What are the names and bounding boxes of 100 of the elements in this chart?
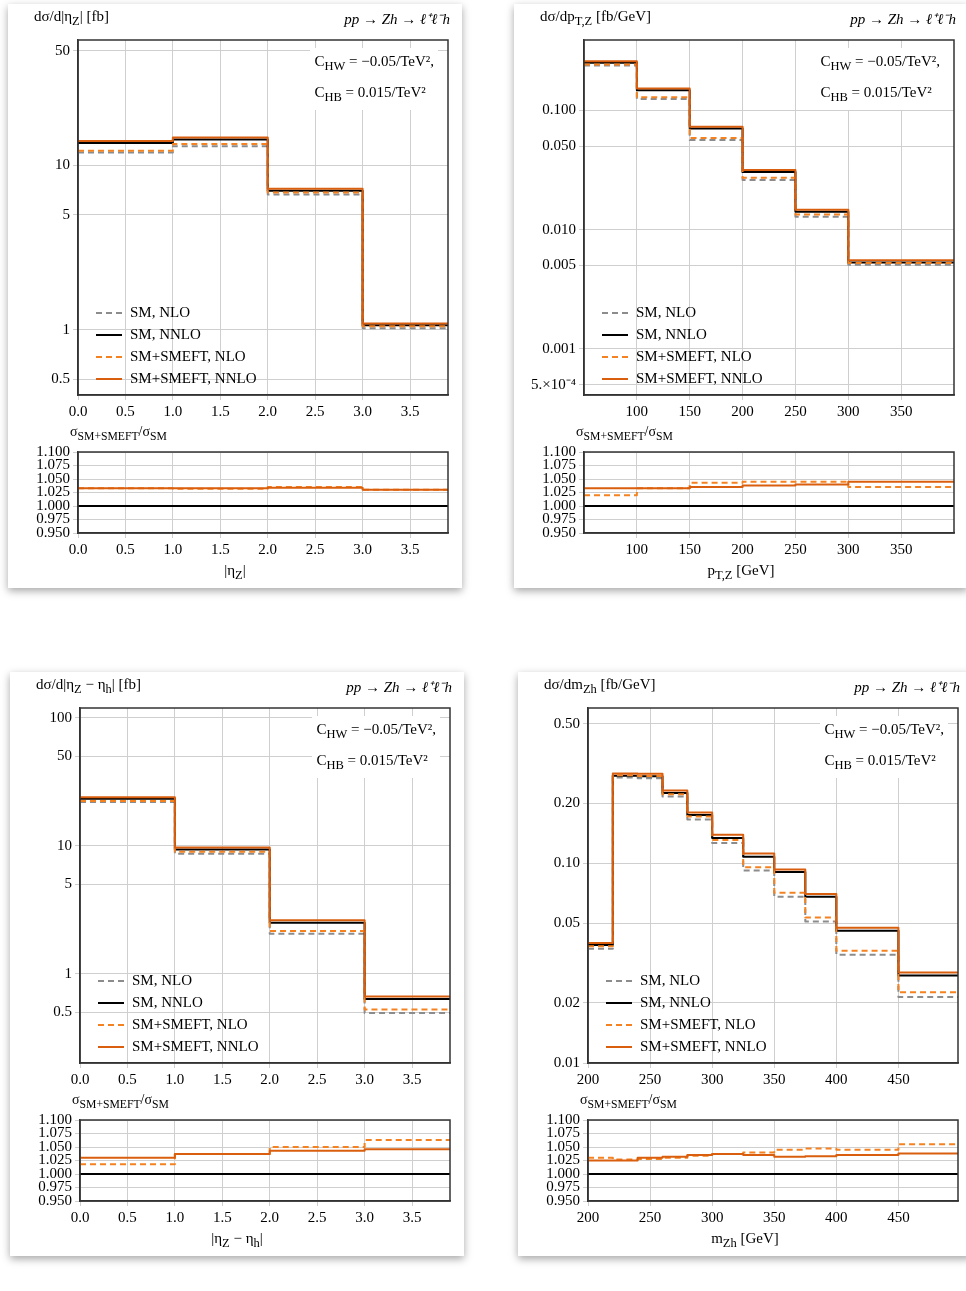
y-tick-label: 5 bbox=[62, 205, 70, 222]
y-axis-title: dσ/dp$_{T,Z}$ [fb/GeV] bbox=[540, 8, 651, 28]
x-tick-label: 2.5 bbox=[305, 540, 325, 557]
y-tick-label: 0.100 bbox=[542, 101, 576, 118]
y-tick-label: 10 bbox=[57, 836, 72, 853]
x-tick-label: 250 bbox=[784, 540, 807, 557]
legend-label: SM, NLO bbox=[636, 303, 697, 320]
annotation: C$_{HW}$ = −0.05/TeV², bbox=[824, 721, 944, 741]
x-tick-label: 0.5 bbox=[118, 1070, 137, 1087]
x-tick-label: 350 bbox=[889, 540, 913, 557]
x-tick-label: 2.0 bbox=[258, 540, 278, 557]
y-tick-label: 1.100 bbox=[38, 1110, 72, 1127]
legend-label: SM, NNLO bbox=[636, 325, 708, 342]
x-tick-label: 3.0 bbox=[355, 1070, 374, 1087]
x-tick-label: 1.5 bbox=[212, 1070, 232, 1087]
x-tick-label: 3.5 bbox=[400, 402, 420, 419]
y-axis-title: dσ/d|η$_{Z}$| [fb] bbox=[34, 8, 109, 28]
x-tick-label: 2.5 bbox=[307, 1208, 327, 1225]
x-tick-label: 0.5 bbox=[116, 540, 135, 557]
x-tick-label: 400 bbox=[825, 1070, 848, 1087]
legend-label: SM+SMEFT, NNLO bbox=[640, 1037, 767, 1054]
x-tick-label: 200 bbox=[576, 1070, 600, 1087]
x-tick-label: 1.5 bbox=[210, 402, 230, 419]
y-tick-label: 1.100 bbox=[546, 1110, 580, 1127]
legend-label: SM+SMEFT, NNLO bbox=[130, 369, 257, 386]
y-tick-label: 0.20 bbox=[553, 794, 580, 811]
x-tick-label: 1.0 bbox=[165, 1070, 185, 1087]
x-tick-label: 250 bbox=[638, 1208, 662, 1225]
annotation: C$_{HB}$ = 0.015/TeV² bbox=[824, 752, 936, 772]
x-tick-label: 350 bbox=[762, 1070, 786, 1087]
x-tick-label: 0.0 bbox=[70, 1070, 90, 1087]
x-tick-label: 100 bbox=[625, 402, 649, 419]
y-tick-label: 1 bbox=[64, 964, 72, 981]
annotation: C$_{HB}$ = 0.015/TeV² bbox=[820, 84, 932, 104]
x-tick-label: 100 bbox=[625, 540, 649, 557]
annotation: C$_{HW}$ = −0.05/TeV², bbox=[316, 721, 436, 741]
x-tick-label: 3.5 bbox=[400, 540, 420, 557]
y-tick-label: 10 bbox=[55, 156, 70, 173]
legend-label: SM, NLO bbox=[640, 971, 701, 988]
x-tick-label: 3.0 bbox=[355, 1208, 374, 1225]
y-tick-label: 0.005 bbox=[542, 256, 576, 273]
legend-label: SM, NLO bbox=[130, 303, 191, 320]
x-axis-title: |η$_{Z}$ − η$_{h}$| bbox=[210, 1230, 264, 1252]
x-tick-label: 350 bbox=[889, 402, 913, 419]
legend-label: SM+SMEFT, NLO bbox=[132, 1015, 248, 1032]
legend-label: SM, NNLO bbox=[130, 325, 202, 342]
x-tick-label: 3.5 bbox=[402, 1208, 422, 1225]
x-axis-title: |η$_{Z}$| bbox=[223, 562, 247, 584]
y-axis-title: σ$_{SM+SMEFT}$/σ$_{SM}$ bbox=[575, 424, 674, 443]
x-tick-label: 1.0 bbox=[163, 402, 183, 419]
annotation: C$_{HB}$ = 0.015/TeV² bbox=[316, 752, 428, 772]
x-tick-label: 200 bbox=[731, 540, 754, 557]
x-tick-label: 1.0 bbox=[163, 540, 183, 557]
x-axis-title: m$_{Zh}$ [GeV] bbox=[710, 1230, 780, 1252]
y-tick-label: 0.01 bbox=[553, 1053, 580, 1070]
chart-title: pp → Zh → ℓ⁺ℓ⁻h bbox=[854, 678, 960, 696]
legend-label: SM, NLO bbox=[132, 971, 193, 988]
y-axis-title: σ$_{SM+SMEFT}$/σ$_{SM}$ bbox=[579, 1092, 678, 1111]
y-axis-title: dσ/d|η$_{Z}$ − η$_{h}$| [fb] bbox=[36, 676, 142, 696]
y-tick-label: 1 bbox=[62, 320, 70, 337]
x-tick-label: 1.5 bbox=[210, 540, 230, 557]
y-tick-label: 0.050 bbox=[542, 137, 576, 154]
x-tick-label: 300 bbox=[837, 402, 860, 419]
y-axis-title: σ$_{SM+SMEFT}$/σ$_{SM}$ bbox=[71, 1092, 170, 1111]
x-tick-label: 300 bbox=[837, 540, 860, 557]
y-tick-label: 0.10 bbox=[553, 854, 580, 871]
y-tick-label: 0.5 bbox=[53, 1003, 72, 1020]
y-tick-label: 1.100 bbox=[542, 442, 576, 459]
x-tick-label: 3.5 bbox=[402, 1070, 422, 1087]
x-tick-label: 2.0 bbox=[260, 1070, 280, 1087]
x-tick-label: 350 bbox=[762, 1208, 786, 1225]
x-tick-label: 2.5 bbox=[307, 1070, 327, 1087]
y-tick-label: 5 bbox=[64, 875, 72, 892]
y-tick-label: 0.02 bbox=[553, 993, 580, 1010]
y-tick-label: 50 bbox=[57, 747, 72, 764]
x-tick-label: 0.5 bbox=[116, 402, 135, 419]
x-tick-label: 1.5 bbox=[212, 1208, 232, 1225]
x-tick-label: 150 bbox=[678, 540, 701, 557]
x-tick-label: 0.0 bbox=[70, 1208, 90, 1225]
chart-title: pp → Zh → ℓ⁺ℓ⁻h bbox=[346, 678, 452, 696]
x-axis-title: p$_{T,Z}$ [GeV] bbox=[706, 562, 776, 584]
y-tick-label: 0.001 bbox=[542, 339, 576, 356]
annotation: C$_{HW}$ = −0.05/TeV², bbox=[314, 53, 434, 73]
x-tick-label: 450 bbox=[887, 1070, 910, 1087]
y-tick-label: 0.5 bbox=[51, 370, 70, 387]
x-tick-label: 250 bbox=[784, 402, 807, 419]
chart-title: pp → Zh → ℓ⁺ℓ⁻h bbox=[344, 10, 450, 28]
y-axis-title: σ$_{SM+SMEFT}$/σ$_{SM}$ bbox=[69, 424, 168, 443]
x-tick-label: 2.0 bbox=[260, 1208, 280, 1225]
y-axis-title: dσ/dm$_{Zh}$ [fb/GeV] bbox=[544, 676, 656, 696]
x-tick-label: 3.0 bbox=[353, 540, 372, 557]
legend-label: SM+SMEFT, NNLO bbox=[636, 369, 763, 386]
y-tick-label: 0.50 bbox=[553, 714, 580, 731]
legend-label: SM+SMEFT, NLO bbox=[130, 347, 246, 364]
annotation: C$_{HB}$ = 0.015/TeV² bbox=[314, 84, 426, 104]
x-tick-label: 150 bbox=[678, 402, 701, 419]
x-tick-label: 3.0 bbox=[353, 402, 372, 419]
y-tick-label: 0.010 bbox=[542, 220, 576, 237]
y-tick-label: 100 bbox=[49, 708, 72, 725]
y-tick-label: 50 bbox=[55, 41, 70, 58]
